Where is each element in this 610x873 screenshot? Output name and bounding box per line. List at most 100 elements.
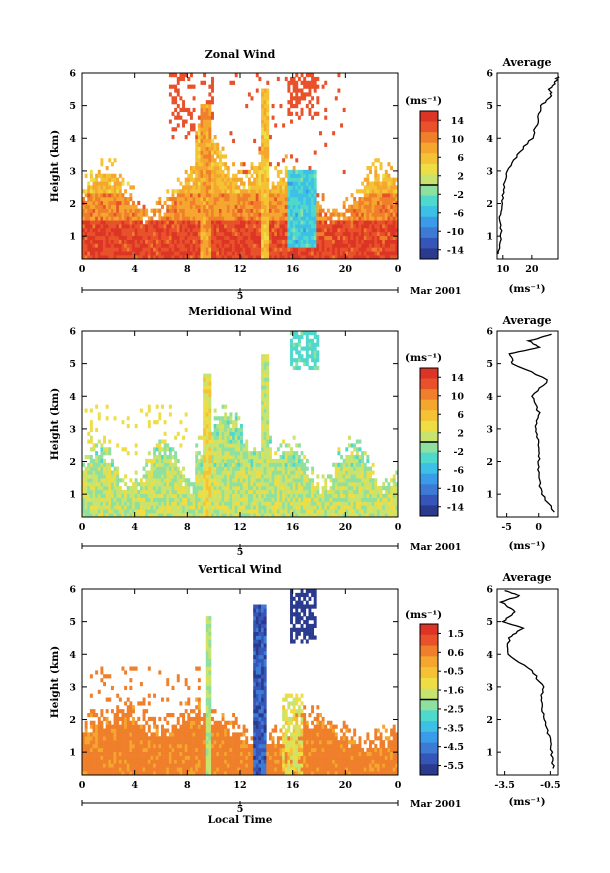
heatmap-cell [326, 497, 330, 502]
heatmap-cell [392, 513, 396, 518]
heatmap-cell [195, 482, 199, 487]
heatmap-cell [266, 431, 270, 436]
heatmap-cell [121, 255, 125, 260]
heatmap-cell [255, 197, 259, 202]
heatmap-cell [300, 462, 304, 467]
heatmap-cell [303, 169, 307, 175]
heatmap-cell [184, 497, 188, 502]
heatmap-cell [182, 204, 185, 209]
heatmap-cell [182, 224, 185, 229]
heatmap-cell [263, 208, 267, 213]
heatmap-cell [282, 224, 286, 229]
heatmap-cell [110, 239, 114, 244]
heatmap-cell [253, 247, 257, 252]
heatmap-cell [229, 489, 233, 495]
heatmap-cell [374, 185, 378, 190]
heatmap-cell [305, 200, 309, 206]
heatmap-cell [113, 482, 117, 487]
heatmap-cell [392, 486, 396, 491]
heatmap-cell [355, 228, 359, 233]
heatmap-cell [334, 220, 338, 225]
heatmap-cell [110, 486, 114, 491]
heatmap-cell [271, 486, 275, 491]
heatmap-cell [274, 251, 278, 256]
heatmap-cell [326, 474, 330, 479]
heatmap-cell [347, 462, 351, 467]
heatmap-cell [124, 231, 128, 237]
heatmap-cell [221, 228, 225, 233]
heatmap-cell [300, 489, 304, 495]
heatmap-cell [100, 455, 104, 460]
heatmap-cell [218, 447, 222, 452]
heatmap-cell [137, 243, 141, 248]
heatmap-cell [255, 489, 259, 495]
heatmap-cell [211, 146, 214, 151]
heatmap-cell [200, 193, 204, 198]
heatmap-cell [103, 493, 106, 498]
heatmap-cell [295, 350, 299, 355]
heatmap-cell [153, 420, 157, 425]
heatmap-cell [332, 501, 336, 506]
heatmap-cell [276, 235, 280, 240]
heatmap-cell [366, 193, 370, 198]
heatmap-cell [95, 247, 99, 252]
heatmap-cell [174, 73, 178, 78]
heatmap-cell [253, 451, 257, 456]
heatmap-cell [311, 235, 315, 240]
heatmap-cell [161, 458, 164, 464]
heatmap-cell [369, 181, 372, 186]
heatmap-cell [395, 231, 399, 237]
heatmap-cell [261, 88, 264, 93]
heatmap-cell [232, 482, 236, 487]
heatmap-cell [313, 497, 317, 502]
heatmap-cell [274, 193, 278, 198]
heatmap-cell [195, 513, 199, 518]
heatmap-cell [95, 224, 99, 229]
heatmap-cell [308, 346, 312, 351]
heatmap-cell [87, 197, 91, 202]
heatmap-cell [258, 478, 262, 483]
heatmap-cell [118, 243, 122, 248]
heatmap-cell [166, 497, 170, 502]
heatmap-cell [271, 243, 275, 248]
heatmap-cell [366, 486, 370, 491]
heatmap-cell [216, 231, 220, 237]
heatmap-cell [384, 243, 388, 248]
heatmap-cell [261, 216, 264, 221]
heatmap-cell [266, 369, 270, 374]
heatmap-cell [234, 73, 238, 78]
heatmap-cell [92, 443, 96, 448]
heatmap-cell [295, 458, 299, 464]
heatmap-cell [363, 177, 367, 182]
heatmap-cell [163, 497, 167, 502]
heatmap-cell [208, 119, 212, 124]
heatmap-cell [240, 493, 243, 498]
heatmap-cell [313, 169, 317, 175]
heatmap-cell [253, 513, 257, 518]
heatmap-cell [121, 220, 125, 225]
heatmap-cell [82, 247, 85, 252]
heatmap-cell [292, 96, 296, 101]
heatmap-cell [358, 224, 362, 229]
heatmap-cell [245, 212, 249, 217]
heatmap-cell [171, 111, 175, 116]
heatmap-cell [363, 509, 367, 514]
heatmap-cell [297, 358, 301, 363]
heatmap-cell [390, 193, 394, 198]
heatmap-cell [211, 505, 214, 510]
heatmap-cell [205, 150, 209, 155]
heatmap-cell [168, 470, 172, 475]
heatmap-cell [355, 509, 359, 514]
heatmap-cell [171, 96, 175, 101]
heatmap-cell [139, 239, 143, 244]
heatmap-cell [205, 138, 209, 144]
heatmap-cell [168, 458, 172, 464]
heatmap-cell [245, 243, 249, 248]
heatmap-cell [213, 158, 217, 163]
heatmap-cell [258, 220, 262, 225]
heatmap-cell [208, 420, 212, 425]
heatmap-cell [276, 251, 280, 256]
heatmap-cell [232, 173, 236, 178]
heatmap-cell [97, 204, 101, 209]
heatmap-cell [290, 216, 293, 221]
